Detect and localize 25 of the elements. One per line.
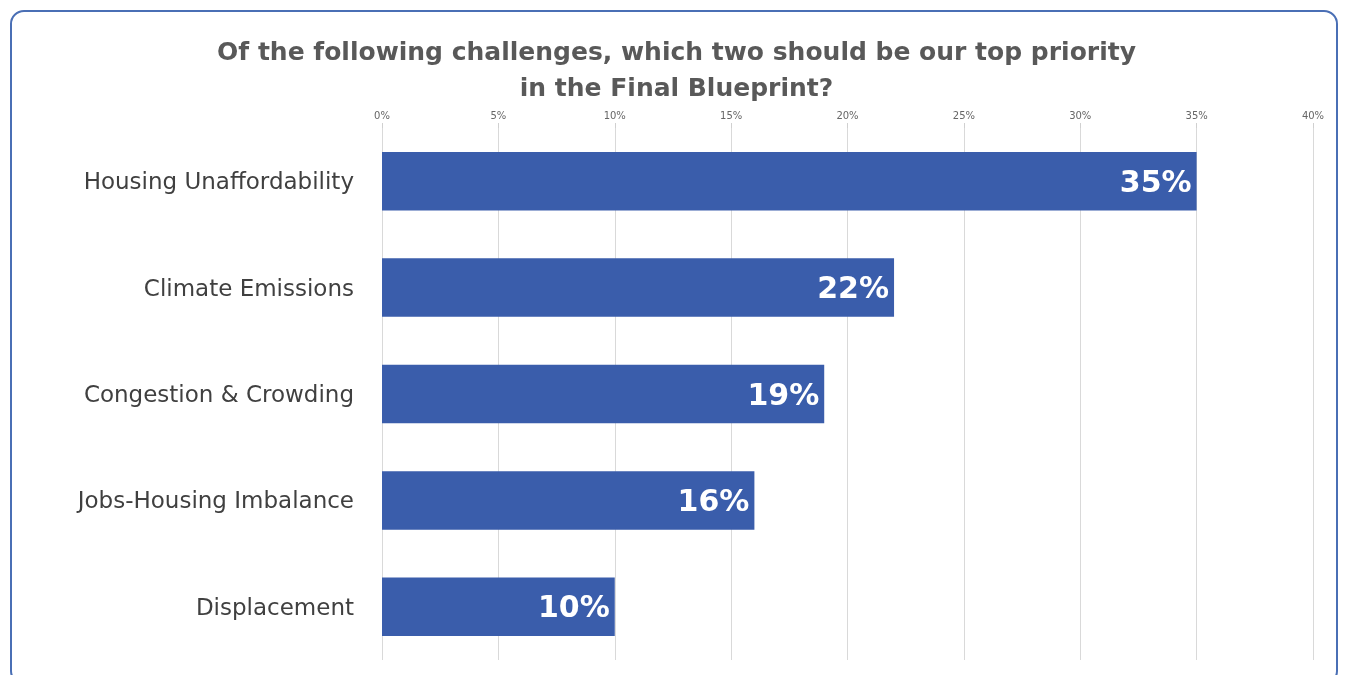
chart-title: Of the following challenges, which two should be our top priority in the Final Blueprint?: [217, 36, 1136, 102]
data-label: 10%: [537, 589, 610, 625]
x-tick-label: 5%: [490, 109, 507, 121]
data-label: 19%: [747, 376, 820, 412]
bar: [382, 151, 1197, 211]
bar: [382, 364, 825, 424]
data-label: 35%: [1119, 163, 1192, 199]
x-tick-label: 30%: [1069, 109, 1092, 121]
y-tick-label: Jobs-Housing Imbalance: [75, 487, 354, 514]
x-tick-label: 10%: [603, 109, 626, 121]
data-label: 22%: [817, 270, 890, 306]
x-tick-label: 40%: [1301, 109, 1325, 121]
x-tick-label: 20%: [836, 109, 859, 121]
data-label: 16%: [677, 482, 750, 518]
x-tick-label: 25%: [952, 109, 975, 121]
bar: [382, 258, 895, 317]
x-tick-label: 15%: [720, 109, 743, 121]
y-tick-label: Climate Emissions: [143, 274, 354, 301]
x-tick-label: 0%: [374, 109, 390, 121]
x-tick-label: 35%: [1185, 109, 1208, 121]
y-tick-label: Congestion & Crowding: [83, 381, 354, 407]
y-tick-label: Housing Unaffordability: [83, 168, 354, 195]
y-tick-label: Displacement: [195, 593, 354, 620]
bar: [382, 577, 615, 637]
bar: [382, 471, 755, 530]
